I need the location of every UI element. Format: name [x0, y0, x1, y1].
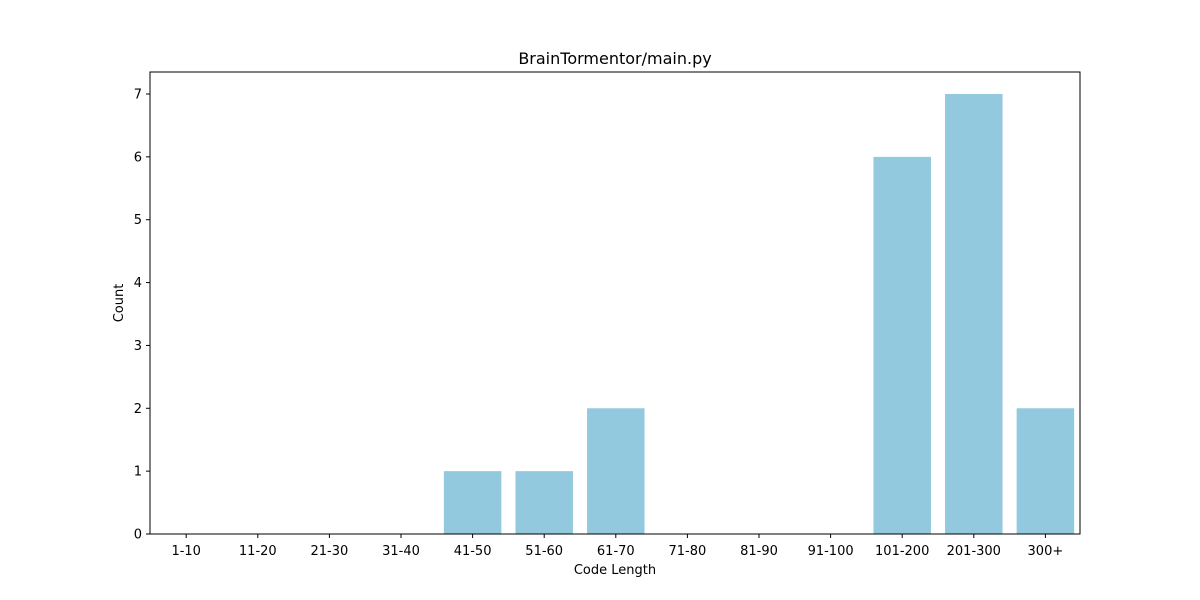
bar-300+	[1016, 408, 1075, 534]
y-axis: 0 1 2 3 4 5 6 7	[134, 88, 150, 543]
x-tick-label: 300+	[1028, 544, 1064, 559]
x-tick-label: 81-90	[740, 544, 778, 559]
x-tick-label: 41-50	[454, 544, 492, 559]
x-tick-label: 61-70	[597, 544, 635, 559]
x-tick-label: 201-300	[947, 544, 1001, 559]
x-tick-label: 51-60	[525, 544, 563, 559]
y-tick-label: 4	[134, 276, 142, 291]
bar-51-60	[515, 471, 573, 534]
y-tick-label: 3	[134, 339, 142, 354]
bar-61-70	[587, 408, 645, 534]
y-tick-label: 0	[134, 528, 142, 543]
y-tick-label: 6	[134, 150, 142, 165]
x-tick-label: 1-10	[171, 544, 201, 559]
x-tick-label: 101-200	[875, 544, 929, 559]
x-axis: 1-10 11-20 21-30 31-40 41-50 51-60 61-70 71-80 8…	[171, 534, 1063, 559]
y-tick-label: 7	[134, 88, 142, 103]
x-tick-label: 11-20	[239, 544, 277, 559]
x-tick-label: 31-40	[382, 544, 420, 559]
x-axis-title: Code Length	[574, 563, 656, 578]
y-tick-label: 1	[134, 465, 142, 480]
plot-frame	[149, 71, 1081, 535]
bar-201-300	[945, 94, 1003, 534]
y-tick-label: 5	[134, 213, 142, 228]
x-tick-label: 91-100	[808, 544, 854, 559]
y-axis-title: Count	[112, 284, 127, 323]
y-tick-label: 2	[134, 402, 142, 417]
x-tick-label: 21-30	[311, 544, 349, 559]
chart-title: BrainTormentor/main.py	[518, 49, 711, 68]
bar-101-200	[873, 156, 931, 534]
bars-layer	[443, 94, 1075, 534]
x-tick-label: 71-80	[669, 544, 707, 559]
bar-41-50	[443, 471, 502, 534]
